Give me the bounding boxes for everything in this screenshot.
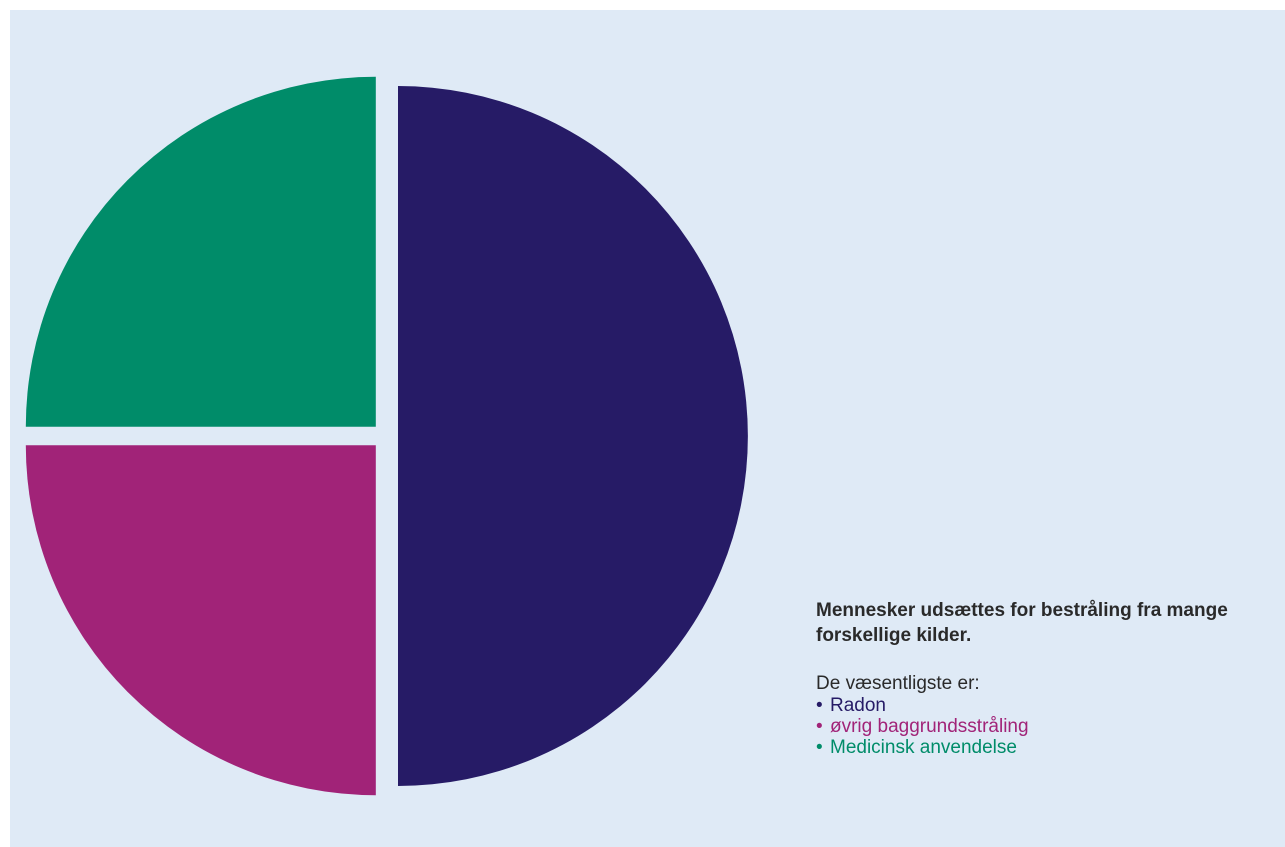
legend-list: • Radon • øvrig baggrundsstråling • Medicin…	[816, 695, 1276, 758]
legend-bullet: •	[816, 737, 823, 758]
legend-bullet: •	[816, 695, 823, 716]
pie-slice-medicinsk-anvendelse	[25, 76, 376, 427]
legend-item-radon: • Radon	[816, 695, 1276, 716]
legend-item-medical: • Medicinsk anvendelse	[816, 737, 1276, 758]
legend-label: Radon	[830, 695, 886, 716]
legend-intro: De væsentligste er:	[816, 673, 980, 694]
legend-bullet: •	[816, 716, 823, 737]
legend-item-background-radiation: • øvrig baggrundsstråling	[816, 716, 1276, 737]
legend-label: Medicinsk anvendelse	[830, 737, 1017, 758]
pie-slice-ovrig-baggrundsstraling	[25, 445, 376, 796]
pie-slice-radon	[398, 86, 748, 786]
legend-heading: Mennesker udsættes for bestråling fra ma…	[816, 600, 1228, 646]
legend: Mennesker udsættes for bestråling fra ma…	[816, 598, 1276, 758]
legend-label: øvrig baggrundsstråling	[830, 716, 1029, 737]
